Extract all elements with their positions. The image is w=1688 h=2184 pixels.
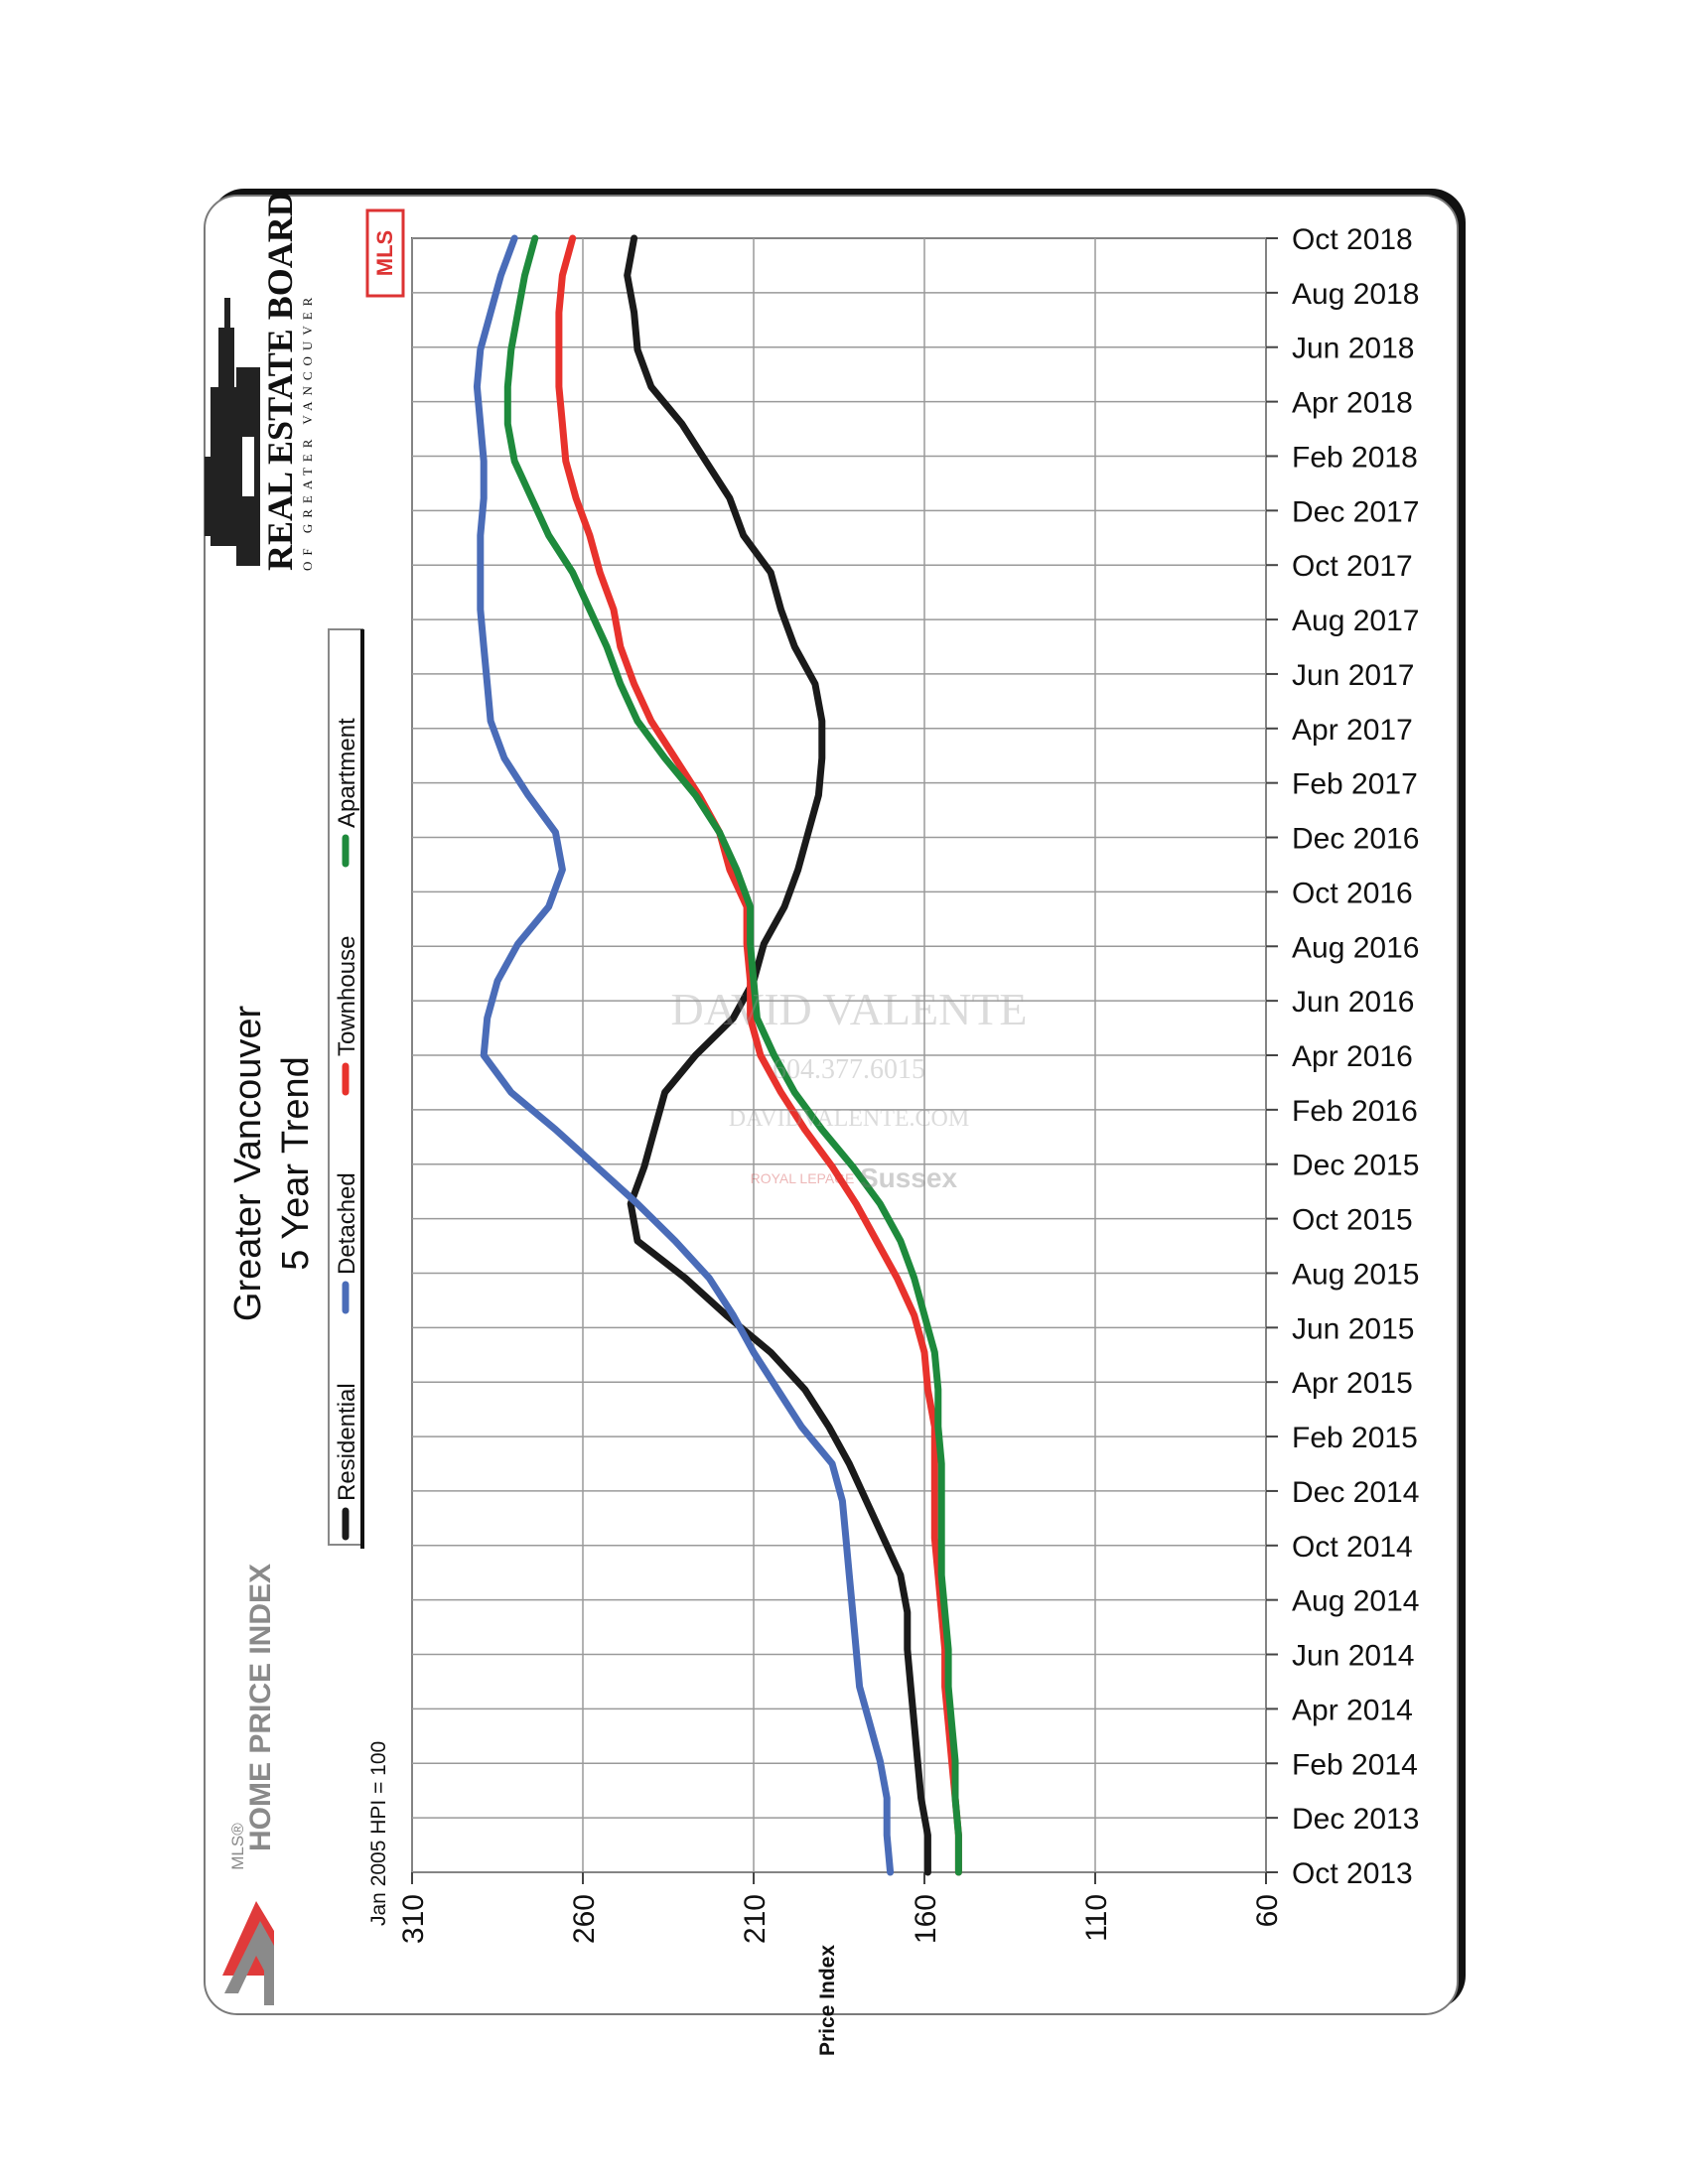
date-tick-label: Jun 2016: [1292, 986, 1414, 1019]
price-tick-label: 260: [568, 1894, 601, 1944]
legend-label-detached: Detached: [334, 1172, 360, 1275]
chart-title: Greater Vancouver: [227, 1006, 269, 1322]
date-tick-label: Aug 2017: [1292, 605, 1419, 637]
date-tick-label: Aug 2018: [1292, 278, 1419, 311]
date-tick-label: Oct 2014: [1292, 1531, 1413, 1564]
price-tick-label: 160: [910, 1894, 942, 1944]
board-subtitle: OF GREATER VANCOUVER: [300, 292, 315, 571]
series-line-apartment: [503, 234, 962, 1876]
price-tick-label: 110: [1080, 1894, 1113, 1942]
date-tick-label: Apr 2015: [1292, 1367, 1413, 1400]
date-tick-label: Feb 2018: [1292, 441, 1418, 474]
date-tick-label: Apr 2014: [1292, 1694, 1413, 1726]
date-tick-label: Jun 2018: [1292, 333, 1414, 365]
date-tick-label: Jun 2014: [1292, 1640, 1414, 1673]
date-tick-label: Dec 2017: [1292, 495, 1419, 528]
date-tick-label: Jun 2015: [1292, 1312, 1414, 1345]
board-name: REAL ESTATE BOARD: [260, 191, 300, 571]
price-tick-label: 210: [739, 1894, 772, 1944]
series-line-residential: [624, 234, 931, 1876]
price-axis: 310 260 210 160 110 60: [397, 1872, 1284, 1944]
svg-text:MLS: MLS: [372, 230, 397, 276]
date-tick-label: Oct 2015: [1292, 1204, 1413, 1237]
date-tick-label: Apr 2018: [1292, 387, 1413, 420]
mls-logo: MLS: [365, 208, 405, 298]
date-tick-label: Aug 2015: [1292, 1258, 1419, 1291]
watermark-brokerage-a: ROYAL LEPAGE: [751, 1170, 855, 1186]
date-tick-label: Dec 2015: [1292, 1150, 1419, 1182]
date-tick-label: Dec 2014: [1292, 1476, 1419, 1509]
date-tick-label: Aug 2014: [1292, 1585, 1419, 1618]
date-tick-label: Oct 2017: [1292, 550, 1413, 583]
date-tick-label: Feb 2017: [1292, 768, 1418, 801]
date-tick-label: Oct 2016: [1292, 877, 1413, 909]
watermark: DAVID VALENTE 604.377.6015 DAVIDVALENTE.…: [670, 984, 1027, 1193]
y-axis-title: Price Index: [816, 1945, 839, 2056]
date-axis: Oct 2013 Dec 2013 Feb 2014 Apr 2014 Jun 2014…: [1266, 223, 1419, 1890]
price-tick-label: 60: [1251, 1894, 1284, 1927]
hpi-title: HOME PRICE INDEX: [244, 1564, 277, 1851]
hpi-chevron-icon: [224, 1921, 274, 2005]
date-tick-label: Apr 2016: [1292, 1040, 1413, 1073]
date-tick-label: Oct 2018: [1292, 223, 1413, 256]
series-lines: [473, 234, 962, 1876]
chart-subtitle: 5 Year Trend: [275, 1056, 317, 1271]
series-line-detached: [473, 234, 895, 1876]
hpi-small: MLS®: [228, 1823, 247, 1870]
date-tick-label: Dec 2013: [1292, 1803, 1419, 1836]
board-logo: REAL ESTATE BOARD OF GREATER VANCOUVER: [205, 191, 315, 571]
date-tick-label: Oct 2013: [1292, 1857, 1413, 1890]
hpi-logo: MLS® HOME PRICE INDEX: [222, 1564, 277, 2005]
watermark-site: DAVIDVALENTE.COM: [729, 1106, 969, 1132]
price-tick-label: 310: [397, 1894, 430, 1944]
date-tick-label: Feb 2015: [1292, 1422, 1418, 1454]
date-tick-label: Jun 2017: [1292, 659, 1414, 692]
legend-label-residential: Residential: [334, 1383, 360, 1501]
legend-label-townhouse: Townhouse: [334, 936, 360, 1056]
hpi-base-note: Jan 2005 HPI = 100: [367, 1741, 390, 1926]
watermark-phone: 604.377.6015: [773, 1054, 925, 1085]
skyline-icon: [205, 298, 260, 566]
watermark-name: DAVID VALENTE: [670, 984, 1027, 1034]
date-tick-label: Apr 2017: [1292, 714, 1413, 747]
legend: Residential Detached Townhouse Apartment: [328, 628, 364, 1549]
date-tick-label: Feb 2016: [1292, 1095, 1418, 1128]
date-tick-label: Aug 2016: [1292, 931, 1419, 964]
legend-label-apartment: Apartment: [334, 718, 360, 828]
watermark-brokerage-b: Sussex: [860, 1162, 957, 1193]
date-tick-label: Dec 2016: [1292, 823, 1419, 856]
date-tick-label: Feb 2014: [1292, 1748, 1418, 1781]
